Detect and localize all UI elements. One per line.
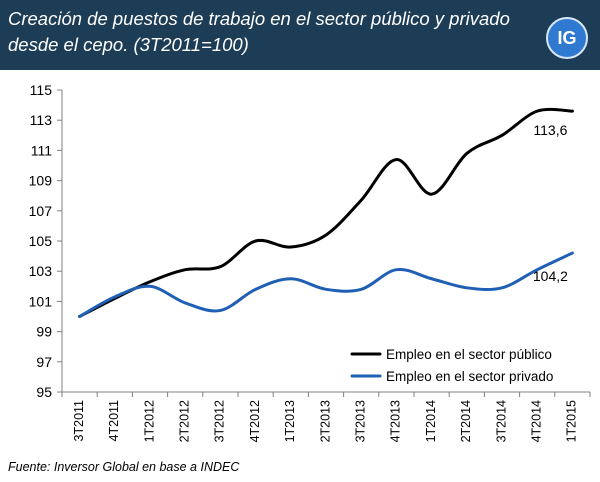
chart-title: Creación de puestos de trabajo en el sec… <box>8 8 510 55</box>
x-tick-label: 1T2015 <box>565 400 579 442</box>
y-tick-label: 95 <box>36 384 52 400</box>
legend-label: Empleo en el sector privado <box>386 369 553 384</box>
x-tick-label: 1T2014 <box>424 400 438 442</box>
y-tick-label: 113 <box>30 112 53 128</box>
x-tick-label: 2T2013 <box>318 400 332 442</box>
line-chart: 115 113 111 109 107 105 103 101 99 97 95 3T2011 4T20… <box>29 82 591 442</box>
x-tick-label: 4T2011 <box>107 400 121 442</box>
x-tick-label: 1T2012 <box>142 400 156 442</box>
series-line-0 <box>78 107 574 318</box>
x-tick-label: 4T2014 <box>529 400 543 442</box>
y-tick-label: 107 <box>29 203 53 219</box>
source-note: Fuente: Inversor Global en base a INDEC <box>8 460 240 474</box>
x-tick-label: 3T2011 <box>72 400 86 442</box>
y-tick-label: 97 <box>36 354 52 370</box>
x-tick-label: 3T2012 <box>213 400 227 442</box>
x-tick-label: 3T2013 <box>353 400 367 442</box>
y-tick-label: 103 <box>29 263 53 279</box>
end-data-label: 104,2 <box>533 268 568 284</box>
y-tick-label: 99 <box>36 324 52 340</box>
x-tick-label: 4T2013 <box>389 400 403 442</box>
legend-label: Empleo en el sector público <box>386 347 552 362</box>
y-tick-label: 105 <box>29 233 53 249</box>
x-tick-label: 2T2014 <box>459 400 473 442</box>
y-tick-label: 101 <box>29 293 53 309</box>
x-tick-label: 3T2014 <box>494 400 508 442</box>
x-tick-label: 2T2012 <box>177 400 191 442</box>
y-tick-label: 115 <box>30 82 53 98</box>
x-tick-label: 1T2013 <box>283 400 297 442</box>
y-tick-label: 111 <box>31 142 52 158</box>
chart-header: Creación de puestos de trabajo en el sec… <box>0 0 600 70</box>
y-tick-label: 109 <box>29 173 53 189</box>
end-data-label: 113,6 <box>533 122 567 138</box>
x-tick-label: 4T2012 <box>248 400 262 442</box>
series-line-1 <box>78 251 574 318</box>
ig-logo: IG <box>546 17 588 59</box>
